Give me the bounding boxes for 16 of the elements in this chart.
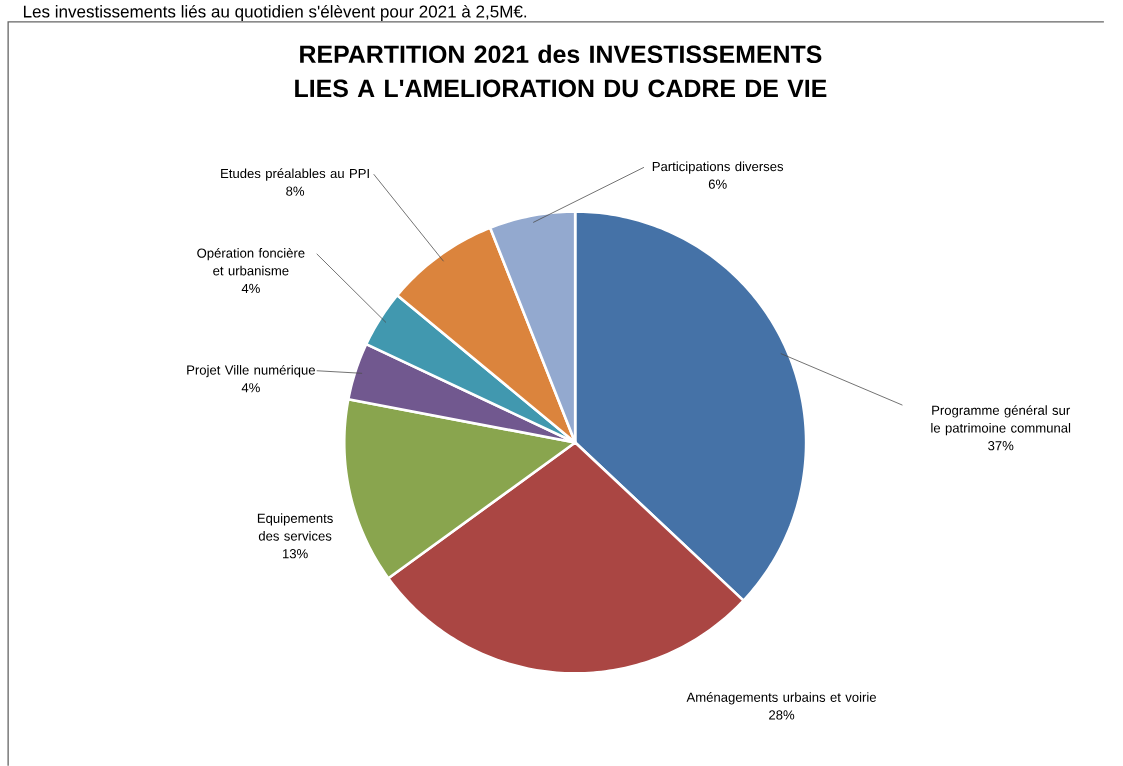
data-label: 4% — [241, 283, 260, 293]
slice-label: Aménagements urbains et voirie — [686, 691, 876, 705]
text: Les investissements liés au quotidien s'élèvent pour 2021 à 2,5M€. — [23, 4, 527, 21]
chart-title: REPARTITION 2021 des INVESTISSEMENTS LIES A L'AMELIORATION DU CADRE DE VIE — [295, 44, 827, 97]
slice-label: Equipements des services — [257, 513, 333, 541]
data-label: 37% — [988, 440, 1014, 451]
data-label: 8% — [286, 186, 305, 196]
slice-label: Participations diverses — [652, 161, 784, 174]
slice-label: Etudes préalables au PPI — [221, 168, 369, 181]
slice-label: Opération foncière et urbanisme — [197, 247, 305, 276]
data-label: 28% — [769, 710, 795, 720]
data-label: 4% — [241, 382, 260, 393]
data-label: 6% — [708, 179, 727, 189]
data-label: 13% — [282, 548, 308, 559]
slice-label: Programme général sur le patrimoine communal — [931, 404, 1071, 435]
slice-label: Projet Ville numérique — [187, 364, 315, 378]
